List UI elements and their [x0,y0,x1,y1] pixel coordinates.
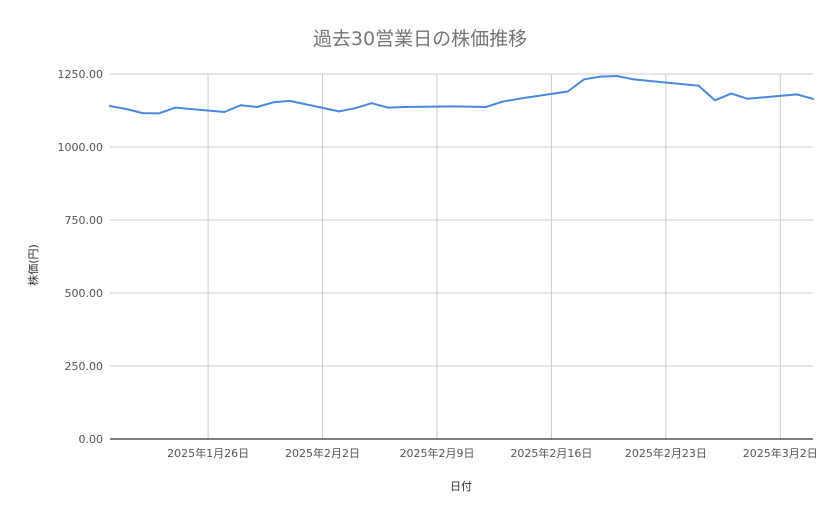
data-point [141,112,144,115]
data-point [256,105,259,108]
y-tick-label: 0.00 [79,433,104,446]
data-point [583,78,586,81]
x-tick-label: 2025年2月23日 [625,446,707,460]
data-point [354,107,357,110]
y-axis-label: 株価(円) [26,244,40,286]
data-point [370,102,373,105]
y-tick-label: 500.00 [65,287,104,300]
data-point [517,97,520,100]
data-point [174,106,177,109]
data-point [109,105,111,108]
data-point [403,105,406,108]
data-point [501,100,504,103]
x-axis-label: 日付 [450,480,472,493]
data-point [615,75,618,78]
data-point [697,84,700,87]
x-tick-label: 2025年2月9日 [399,446,474,460]
y-tick-label: 250.00 [65,360,104,373]
data-point [485,105,488,108]
axis-layer: 0.00 250.00 500.00 750.00 1000.00 1250.00 2025… [58,68,818,460]
series-layer [109,75,814,115]
chart-title: 過去30営業日の株価推移 [313,28,527,50]
data-point [746,97,749,100]
data-point [713,99,716,102]
data-point [730,92,733,95]
y-tick-label: 1250.00 [58,68,104,81]
data-point [239,104,242,107]
y-tick-label: 750.00 [65,214,104,227]
data-point [125,108,128,111]
data-point [386,106,389,109]
grid-layer [110,73,813,439]
data-point [795,93,798,96]
data-point [337,110,340,113]
x-tick-label: 2025年2月2日 [285,446,360,460]
x-tick-label: 2025年3月2日 [743,446,818,460]
data-point [158,112,161,115]
x-tick-label: 2025年1月26日 [167,446,249,460]
data-point [599,75,602,78]
data-point [223,110,226,113]
y-tick-label: 1000.00 [58,141,104,154]
x-tick-label: 2025年2月16日 [510,446,592,460]
series-line [109,75,814,115]
data-point [812,97,814,100]
data-point [288,99,291,102]
data-point [566,90,569,93]
data-point [272,101,275,104]
data-point [452,105,455,108]
data-point [632,78,635,81]
